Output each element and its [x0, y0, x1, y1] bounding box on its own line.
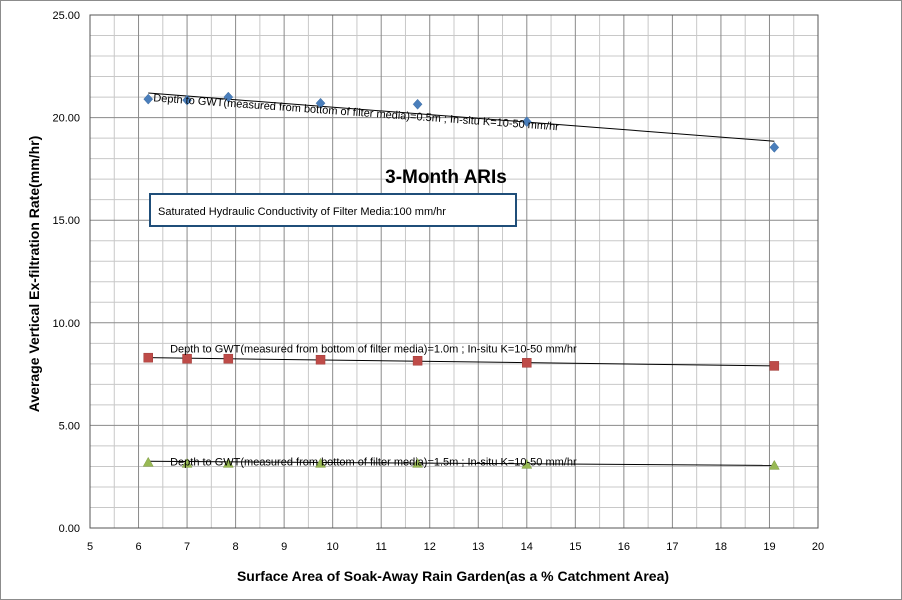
- x-tick-label: 10: [327, 541, 339, 553]
- x-tick-label: 5: [87, 541, 93, 553]
- data-point-series-1: [143, 93, 154, 105]
- x-tick-label: 20: [812, 541, 824, 553]
- chart-title: 3-Month ARIs: [385, 167, 507, 188]
- x-tick-label: 9: [281, 541, 287, 553]
- data-point-series-1: [223, 91, 234, 103]
- data-point-series-1: [521, 116, 532, 128]
- data-points: [142, 91, 780, 470]
- data-point-series-3: [222, 457, 234, 468]
- data-point-series-3: [181, 457, 193, 468]
- x-tick-label: 6: [135, 541, 141, 553]
- x-axis-title: Surface Area of Soak-Away Rain Garden(as…: [237, 568, 669, 584]
- data-point-series-2: [223, 353, 234, 364]
- minor-gridlines: [90, 15, 818, 528]
- x-tick-label: 11: [375, 541, 386, 553]
- data-point-series-2: [412, 356, 423, 366]
- y-tick-label: 25.00: [52, 10, 80, 22]
- x-tick-label: 12: [424, 541, 436, 553]
- data-point-series-2: [143, 352, 153, 363]
- x-tick-label: 7: [184, 541, 190, 553]
- trendline-series-1: [148, 92, 775, 142]
- data-point-series-3: [521, 458, 533, 469]
- x-tick-label: 13: [472, 541, 484, 553]
- y-tick-label: 20.00: [52, 113, 80, 125]
- x-tick-label: 16: [618, 541, 630, 553]
- plot-area: [89, 14, 819, 529]
- data-point-series-3: [315, 457, 326, 468]
- x-tick-label: 8: [233, 541, 239, 553]
- data-point-series-3: [412, 457, 424, 468]
- data-point-series-3: [768, 459, 780, 470]
- data-point-series-1: [182, 94, 192, 106]
- data-point-series-2: [522, 358, 532, 368]
- data-point-series-2: [769, 361, 780, 371]
- y-tick-label: 10.00: [52, 318, 80, 330]
- info-box: [149, 193, 517, 227]
- data-point-series-1: [412, 98, 423, 110]
- y-tick-label: 15.00: [52, 215, 80, 227]
- y-tick-label: 5.00: [59, 420, 80, 432]
- trendlines: [148, 92, 775, 466]
- x-tick-label: 18: [715, 541, 727, 553]
- trendline-series-2: [148, 357, 775, 367]
- series-label-3: Depth to GWT(measured from bottom of fil…: [170, 456, 577, 468]
- x-tick-label: 14: [521, 541, 533, 553]
- data-point-series-2: [182, 353, 192, 364]
- series-label-2: Depth to GWT(measured from bottom of fil…: [170, 344, 577, 356]
- y-tick-labels: 0.00 5.00 10.00 15.00 20.00 25.00: [52, 10, 80, 535]
- data-point-series-3: [142, 456, 154, 467]
- data-point-series-1: [769, 141, 780, 153]
- trendline-series-3: [148, 460, 775, 466]
- y-axis-title: Average Vertical Ex-filtration Rate(mm/h…: [26, 136, 42, 412]
- info-box-text: Saturated Hydraulic Conductivity of Filt…: [158, 206, 446, 218]
- data-point-series-2: [315, 354, 326, 365]
- x-tick-labels: 5 6 7 8 9 10 11 12 13 14 15 16 17 18 19 20: [87, 541, 824, 553]
- x-tick-label: 15: [569, 541, 581, 553]
- y-tick-label: 0.00: [59, 523, 80, 535]
- data-point-series-1: [315, 97, 326, 109]
- x-tick-label: 19: [763, 541, 775, 553]
- x-tick-label: 17: [666, 541, 678, 553]
